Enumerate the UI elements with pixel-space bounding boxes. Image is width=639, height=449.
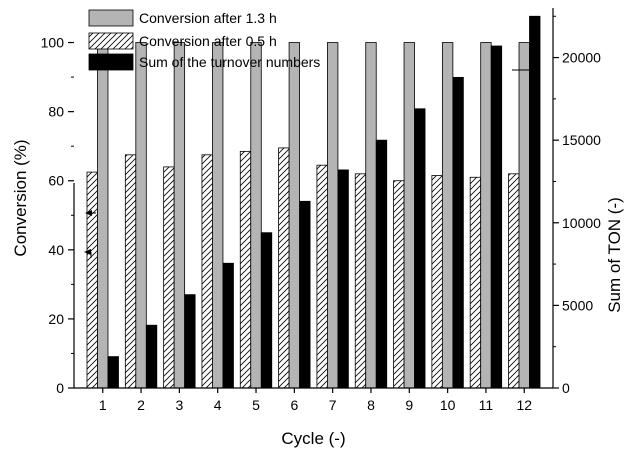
right-y-tick-label: 10000: [562, 215, 601, 231]
bar-conversion-0-5h: [163, 166, 175, 389]
left-y-tick-label: 20: [48, 311, 64, 327]
bar-conversion-1-3h: [403, 42, 415, 389]
bar-conversion-1-3h: [480, 42, 492, 389]
bar-conversion-0-5h: [124, 154, 137, 389]
bar-conversion-0-5h: [508, 173, 520, 389]
bar-sum-ton: [299, 200, 311, 389]
bar-conversion-1-3h: [173, 42, 186, 389]
bar-conversion-1-3h: [441, 42, 454, 389]
axis-arrow-head: [529, 67, 536, 73]
legend-swatch: [88, 32, 134, 50]
x-tick-label: 5: [252, 397, 260, 413]
bar-conversion-0-5h: [393, 180, 405, 389]
x-tick-label: 4: [214, 397, 222, 413]
legend-swatch: [88, 53, 134, 71]
bar-conversion-1-3h: [288, 42, 300, 389]
x-tick-label: 11: [479, 397, 494, 413]
bar-conversion-1-3h: [365, 42, 377, 389]
bar-conversion-0-5h: [431, 175, 443, 389]
bar-sum-ton: [452, 76, 464, 389]
x-tick-label: 8: [367, 397, 375, 413]
bar-conversion-0-5h: [469, 176, 482, 389]
legend-label: Sum of the turnover numbers: [139, 54, 320, 70]
x-tick-label: 12: [516, 397, 532, 413]
x-tick-label: 9: [405, 397, 413, 413]
left-y-tick-label: 100: [41, 35, 65, 51]
axis-arrow-head: [84, 249, 91, 255]
bar-sum-ton: [414, 108, 426, 389]
x-tick-label: 3: [175, 397, 183, 413]
legend-label: Conversion after 1.3 h: [139, 10, 277, 26]
left-y-tick-label: 40: [48, 242, 64, 258]
bar-conversion-0-5h: [239, 150, 252, 389]
left-y-tick-label: 80: [48, 104, 64, 120]
bar-sum-ton: [145, 324, 158, 389]
legend-label: Conversion after 0.5 h: [139, 33, 277, 49]
bar-conversion-0-5h: [86, 171, 98, 389]
bar-conversion-0-5h: [354, 173, 367, 389]
right-y-axis-title: Sum of TON (-): [605, 197, 624, 313]
x-tick-label: 6: [290, 397, 298, 413]
bar-sum-ton: [490, 45, 503, 389]
axis-arrow-head: [85, 210, 92, 216]
bar-conversion-1-3h: [97, 42, 109, 389]
x-tick-label: 10: [440, 397, 456, 413]
bar-conversion-1-3h: [518, 42, 530, 389]
x-tick-label: 1: [99, 397, 107, 413]
bar-conversion-1-3h: [135, 42, 147, 389]
right-y-tick-label: 15000: [562, 132, 601, 148]
bars-group: [86, 15, 541, 389]
right-y-tick-label: 5000: [562, 297, 593, 313]
bar-conversion-1-3h: [327, 42, 339, 389]
left-y-axis-title: Conversion (%): [11, 139, 30, 256]
bar-sum-ton: [260, 232, 273, 389]
bar-sum-ton: [184, 294, 196, 389]
x-tick-label: 2: [137, 397, 145, 413]
bar-conversion-0-5h: [278, 147, 290, 389]
annotations: [84, 67, 536, 258]
bar-sum-ton: [375, 139, 388, 389]
right-y-tick-label: 20000: [562, 50, 601, 66]
bar-sum-ton: [107, 356, 119, 389]
right-y-tick-label: 0: [562, 380, 570, 396]
bar-conversion-0-5h: [201, 154, 213, 389]
x-axis-title: Cycle (-): [281, 429, 345, 448]
bar-sum-ton: [222, 262, 234, 389]
bar-conversion-1-3h: [212, 42, 224, 389]
x-tick-label: 7: [329, 397, 337, 413]
bar-sum-ton: [337, 169, 349, 389]
left-y-tick-label: 0: [56, 380, 64, 396]
bar-conversion-0-5h: [316, 164, 328, 389]
bar-conversion-1-3h: [250, 42, 262, 389]
left-y-tick-label: 60: [48, 173, 64, 189]
legend: Conversion after 1.3 h Conversion after 0…: [88, 9, 320, 71]
legend-swatch: [88, 9, 134, 27]
